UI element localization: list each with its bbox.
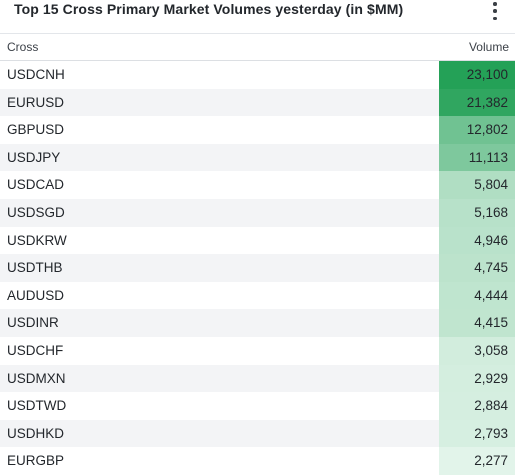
cross-cell: USDMXN [7, 370, 66, 386]
cross-cell: USDHKD [7, 425, 65, 441]
cross-cell: USDTHB [7, 260, 63, 276]
volume-cell: 23,100 [439, 61, 515, 89]
cross-cell: EURUSD [7, 94, 65, 110]
table-row[interactable]: USDJPY 11,113 [0, 143, 515, 172]
volume-cell: 2,929 [439, 364, 515, 393]
cross-cell: USDCNH [7, 67, 65, 82]
column-header-cross[interactable]: Cross [7, 40, 39, 54]
column-header-volume[interactable]: Volume [468, 40, 509, 54]
table-header: Cross Volume [0, 34, 515, 61]
cross-cell: USDCHF [7, 342, 64, 358]
table-row[interactable]: USDINR 4,415 [0, 309, 515, 337]
cross-cell: USDCAD [7, 177, 65, 193]
table-row[interactable]: USDMXN 2,929 [0, 364, 515, 393]
table-row[interactable]: EURUSD 21,382 [0, 88, 515, 117]
volume-cell: 2,277 [439, 447, 515, 475]
table-row[interactable]: USDCHF 3,058 [0, 336, 515, 365]
volume-cell: 4,946 [439, 226, 515, 255]
volume-cell: 2,793 [439, 419, 515, 448]
widget-title: Top 15 Cross Primary Market Volumes yest… [14, 1, 404, 17]
volume-cell: 3,058 [439, 336, 515, 365]
volume-cell: 21,382 [439, 88, 515, 117]
cross-cell: USDJPY [7, 149, 61, 165]
table-row[interactable]: USDTHB 4,745 [0, 254, 515, 282]
table-row[interactable]: USDKRW 4,946 [0, 226, 515, 255]
volume-cell: 5,804 [439, 171, 515, 199]
table-row[interactable]: USDCNH 23,100 [0, 61, 515, 89]
cross-cell: USDKRW [7, 232, 67, 248]
volume-cell: 12,802 [439, 116, 515, 144]
cross-cell: AUDUSD [7, 287, 65, 303]
table-row[interactable]: USDCAD 5,804 [0, 171, 515, 199]
table-row[interactable]: USDHKD 2,793 [0, 419, 515, 448]
volume-cell: 11,113 [439, 143, 515, 172]
volume-cell: 2,884 [439, 392, 515, 420]
table-body: USDCNH 23,100 EURUSD 21,382 GBPUSD 12,802 USDJ… [0, 61, 515, 475]
widget-header: Top 15 Cross Primary Market Volumes yest… [0, 0, 515, 34]
table-row[interactable]: USDSGD 5,168 [0, 198, 515, 227]
cross-cell: GBPUSD [7, 122, 65, 138]
cross-cell: USDSGD [7, 204, 65, 220]
table-row[interactable]: AUDUSD 4,444 [0, 281, 515, 310]
more-vertical-icon[interactable] [489, 1, 501, 21]
volume-cell: 4,415 [439, 309, 515, 337]
volume-cell: 4,745 [439, 254, 515, 282]
table-row[interactable]: GBPUSD 12,802 [0, 116, 515, 144]
cross-cell: EURGBP [7, 453, 65, 469]
table-row[interactable]: USDTWD 2,884 [0, 392, 515, 420]
table-row[interactable]: EURGBP 2,277 [0, 447, 515, 475]
volume-cell: 5,168 [439, 198, 515, 227]
volume-cell: 4,444 [439, 281, 515, 310]
cross-cell: USDTWD [7, 398, 67, 414]
cross-cell: USDINR [7, 315, 59, 331]
